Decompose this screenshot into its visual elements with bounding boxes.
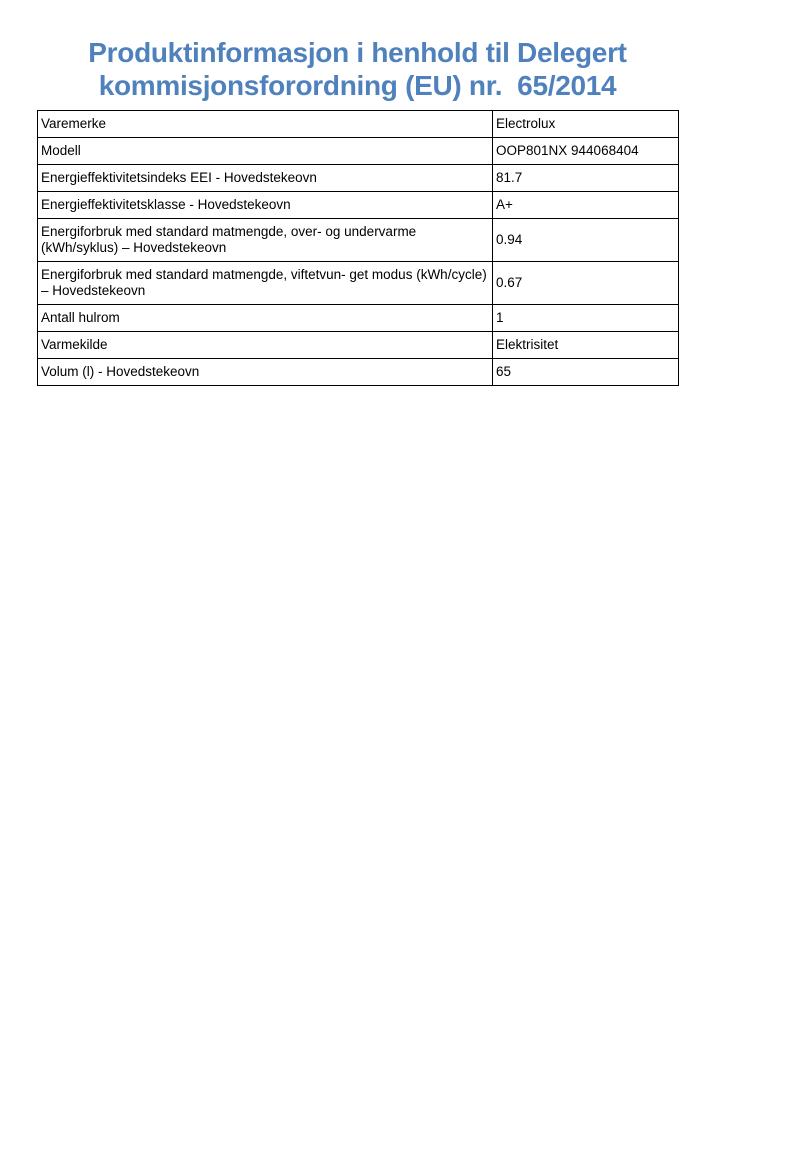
row-value-cell: 65 [492,358,679,386]
row-value-cell: 0.94 [492,218,679,262]
row-value-cell: A+ [492,191,679,219]
row-label-cell: Energieffektivitetsklasse - Hovedstekeov… [37,191,493,219]
row-value-cell: Electrolux [492,110,679,138]
page-title-line-2: kommisjonsforordning (EU) nr. 65/2014 [98,70,617,101]
table-row: Antall hulrom 1 [37,304,679,332]
row-label-cell: Volum (l) - Hovedstekeovn [37,358,493,386]
table-row: Modell OOP801NX 944068404 [37,137,679,165]
row-value-cell: 0.67 [492,261,679,305]
row-label-cell: Modell [37,137,493,165]
row-label-cell: Varemerke [37,110,493,138]
table-row: Energieffektivitetsklasse - Hovedstekeov… [37,191,679,219]
product-info-table-body: Varemerke Electrolux Modell OOP801NX 944068… [37,110,679,386]
table-row: Volum (l) - Hovedstekeovn 65 [37,358,679,386]
table-row: Energiforbruk med standard matmengde, ov… [37,218,679,262]
row-label-cell: Varmekilde [37,331,493,359]
page-title-line-1: Produktinformasjon i henhold til Deleger… [88,37,627,68]
table-row: Energiforbruk med standard matmengde, vi… [37,261,679,305]
row-label-cell: Energieffektivitetsindeks EEI - Hovedste… [37,164,493,192]
table-row: Varmekilde Elektrisitet [37,331,679,359]
row-value-cell: 1 [492,304,679,332]
row-label-cell: Antall hulrom [37,304,493,332]
row-value-cell: Elektrisitet [492,331,679,359]
table-row: Varemerke Electrolux [37,110,679,138]
page-title: Produktinformasjon i henhold til Deleger… [37,36,678,102]
table-row: Energieffektivitetsindeks EEI - Hovedste… [37,164,679,192]
row-label-cell: Energiforbruk med standard matmengde, ov… [37,218,493,262]
product-info-table: Varemerke Electrolux Modell OOP801NX 944068… [37,110,679,386]
row-value-cell: 81.7 [492,164,679,192]
row-label-cell: Energiforbruk med standard matmengde, vi… [37,261,493,305]
document-page: Produktinformasjon i henhold til Deleger… [37,36,679,386]
row-value-cell: OOP801NX 944068404 [492,137,679,165]
